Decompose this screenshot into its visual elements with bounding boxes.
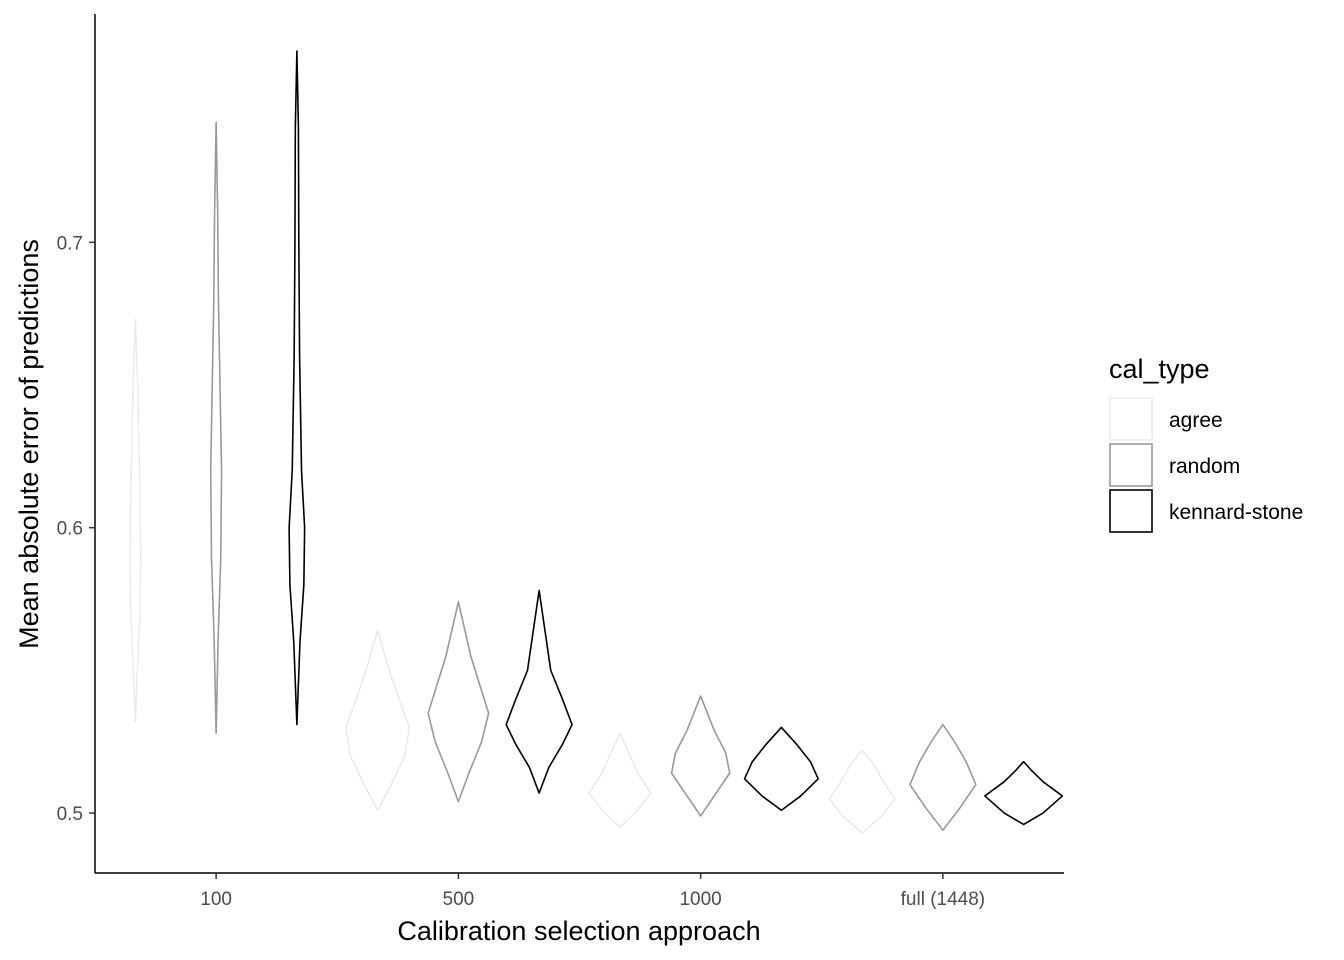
y-axis-title: Mean absolute error of predictions	[14, 239, 44, 649]
x-axis-title: Calibration selection approach	[397, 916, 760, 946]
x-tick-label: 500	[443, 889, 475, 910]
violin-kennard-stone-full-1448-	[984, 760, 1064, 826]
y-tick-label: 0.7	[57, 233, 83, 254]
legend: cal_type agree random kennard-stone	[1109, 354, 1303, 533]
y-ticks: 0.5 0.6 0.7	[57, 233, 95, 825]
violin-kennard-stone-1000	[743, 726, 819, 812]
violin-kennard-stone-100	[288, 50, 306, 726]
violin-random-full-1448-	[909, 723, 977, 831]
violin-agree-500	[345, 629, 411, 812]
x-ticks: 100 500 1000 full (1448)	[200, 873, 985, 910]
legend-title: cal_type	[1109, 354, 1210, 384]
x-tick-label: 1000	[679, 889, 721, 910]
violins	[129, 50, 1064, 834]
violin-kennard-stone-500	[505, 589, 573, 794]
x-tick-label: 100	[200, 889, 232, 910]
x-tick-label: full (1448)	[901, 889, 986, 910]
violin-random-500	[427, 601, 490, 803]
legend-label-random: random	[1169, 455, 1240, 478]
y-tick-label: 0.6	[57, 519, 83, 540]
violin-agree-full-1448-	[828, 749, 896, 834]
legend-key-kennard-stone	[1109, 489, 1153, 533]
legend-key-random	[1109, 443, 1153, 487]
violin-agree-1000	[588, 732, 652, 829]
legend-label-kennard-stone: kennard-stone	[1169, 501, 1303, 524]
legend-key-agree	[1109, 397, 1153, 441]
y-tick-label: 0.5	[57, 804, 83, 825]
violin-random-100	[209, 121, 223, 734]
violin-agree-100	[129, 318, 142, 723]
legend-label-agree: agree	[1169, 409, 1223, 432]
violin-random-1000	[670, 695, 731, 817]
